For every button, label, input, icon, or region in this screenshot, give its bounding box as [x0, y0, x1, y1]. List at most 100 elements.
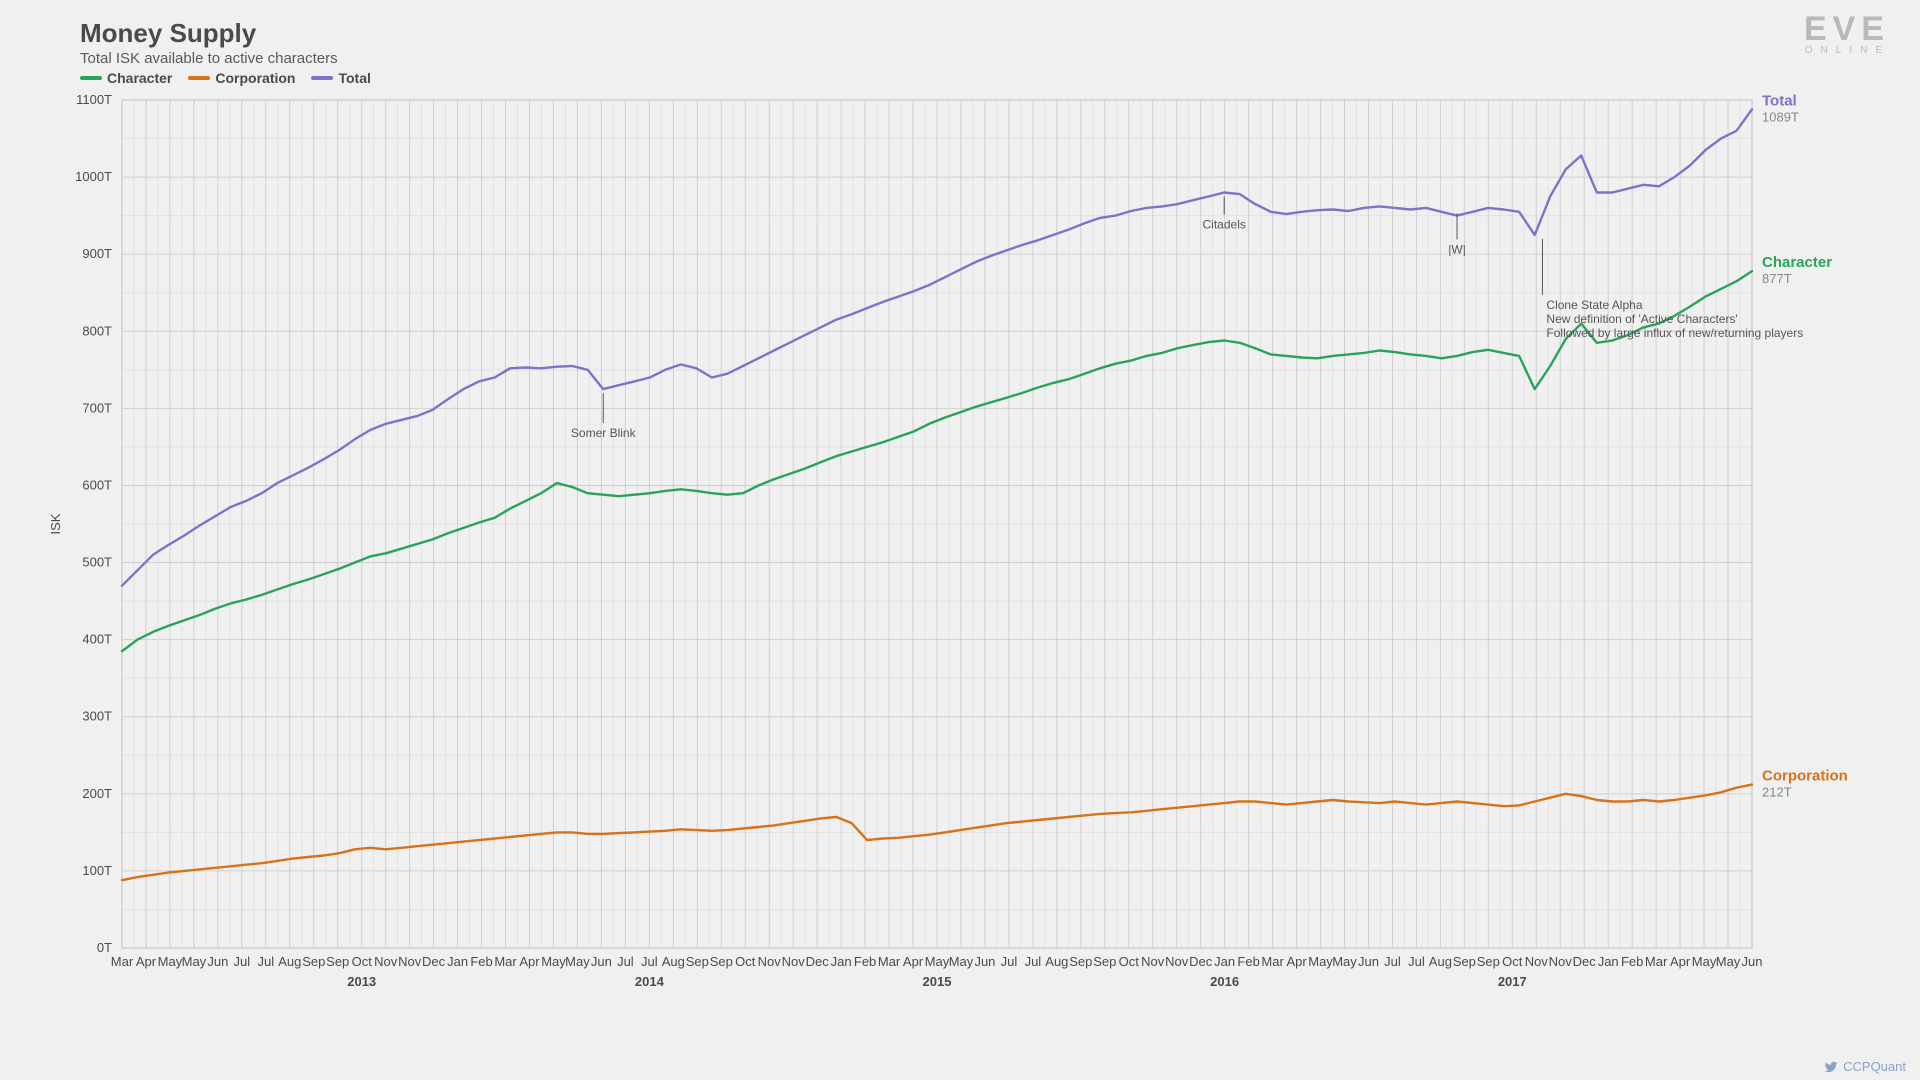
y-tick-label: 400T: [82, 632, 112, 647]
x-tick-label: Sep: [710, 954, 733, 969]
x-tick-label: May: [182, 954, 207, 969]
y-tick-label: 1000T: [75, 169, 112, 184]
x-tick-label: Nov: [1165, 954, 1189, 969]
x-tick-label: Nov: [374, 954, 398, 969]
x-tick-label: May: [925, 954, 950, 969]
x-tick-label: Jul: [1025, 954, 1042, 969]
end-label-corporation: Corporation: [1762, 768, 1848, 785]
annotation-text: Somer Blink: [571, 426, 637, 440]
end-value-total: 1089T: [1762, 109, 1799, 124]
end-label-character: Character: [1762, 254, 1832, 271]
x-tick-label: May: [158, 954, 183, 969]
x-tick-label: Jan: [831, 954, 852, 969]
x-year-label: 2013: [347, 974, 376, 989]
x-tick-label: Aug: [1429, 954, 1452, 969]
x-tick-label: Nov: [758, 954, 782, 969]
x-tick-label: Jul: [641, 954, 658, 969]
x-tick-label: Nov: [1141, 954, 1165, 969]
x-tick-label: Sep: [326, 954, 349, 969]
x-tick-label: May: [565, 954, 590, 969]
x-tick-label: Aug: [662, 954, 685, 969]
x-tick-label: May: [1692, 954, 1717, 969]
x-tick-label: Apr: [136, 954, 157, 969]
x-tick-label: Feb: [1237, 954, 1259, 969]
y-tick-label: 1100T: [76, 92, 112, 107]
x-tick-label: Dec: [422, 954, 446, 969]
x-tick-label: Jul: [1001, 954, 1018, 969]
x-tick-label: Feb: [1621, 954, 1643, 969]
x-tick-label: Jul: [1384, 954, 1401, 969]
x-tick-label: Sep: [1093, 954, 1116, 969]
y-tick-label: 900T: [82, 246, 112, 261]
x-tick-label: Sep: [686, 954, 709, 969]
x-tick-label: Nov: [1525, 954, 1549, 969]
x-tick-label: Jun: [591, 954, 612, 969]
y-tick-label: 200T: [82, 786, 112, 801]
x-tick-label: Mar: [1261, 954, 1284, 969]
x-tick-label: Jul: [617, 954, 634, 969]
x-year-label: 2017: [1498, 974, 1527, 989]
x-tick-label: Dec: [1189, 954, 1213, 969]
x-tick-label: Feb: [470, 954, 492, 969]
x-tick-label: Sep: [1069, 954, 1092, 969]
x-tick-label: Mar: [494, 954, 517, 969]
x-tick-label: Sep: [1453, 954, 1476, 969]
y-tick-label: 0T: [97, 940, 112, 955]
x-tick-label: Feb: [854, 954, 876, 969]
x-tick-label: Sep: [302, 954, 325, 969]
x-tick-label: Dec: [1573, 954, 1597, 969]
x-tick-label: Aug: [1045, 954, 1068, 969]
x-tick-label: Oct: [1119, 954, 1140, 969]
x-tick-label: Mar: [878, 954, 901, 969]
x-tick-label: Jun: [974, 954, 995, 969]
x-tick-label: Oct: [735, 954, 756, 969]
x-tick-label: Dec: [806, 954, 830, 969]
x-tick-label: Jan: [1598, 954, 1619, 969]
x-tick-label: Sep: [1477, 954, 1500, 969]
x-tick-label: Nov: [782, 954, 806, 969]
x-tick-label: Jul: [234, 954, 251, 969]
x-year-label: 2015: [923, 974, 952, 989]
annotation-text: |W|: [1448, 242, 1466, 256]
x-tick-label: Oct: [352, 954, 373, 969]
x-tick-label: Apr: [1670, 954, 1691, 969]
x-tick-label: Oct: [1502, 954, 1523, 969]
x-tick-label: May: [1308, 954, 1333, 969]
x-tick-label: May: [541, 954, 566, 969]
x-tick-label: May: [1716, 954, 1741, 969]
y-tick-label: 500T: [82, 555, 112, 570]
end-value-character: 877T: [1762, 271, 1792, 286]
annotation-text: Clone State Alpha: [1546, 298, 1642, 312]
y-tick-label: 700T: [82, 400, 112, 415]
x-tick-label: Jun: [1742, 954, 1763, 969]
annotation-text: Citadels: [1203, 218, 1246, 232]
x-tick-label: Nov: [1549, 954, 1573, 969]
x-tick-label: Apr: [1286, 954, 1307, 969]
x-tick-label: May: [949, 954, 974, 969]
x-tick-label: Jul: [258, 954, 275, 969]
x-year-label: 2016: [1210, 974, 1239, 989]
x-tick-label: Mar: [111, 954, 134, 969]
x-tick-label: Nov: [398, 954, 422, 969]
y-tick-label: 600T: [82, 477, 112, 492]
x-tick-label: Jan: [1214, 954, 1235, 969]
annotation-text: New definition of 'Active Characters': [1546, 312, 1737, 326]
x-tick-label: Jun: [1358, 954, 1379, 969]
x-tick-label: Aug: [278, 954, 301, 969]
x-tick-label: May: [1332, 954, 1357, 969]
x-tick-label: Apr: [519, 954, 540, 969]
end-label-total: Total: [1762, 92, 1797, 109]
y-axis-title: ISK: [48, 513, 63, 534]
y-tick-label: 300T: [82, 709, 112, 724]
x-tick-label: Apr: [903, 954, 924, 969]
x-tick-label: Jul: [1408, 954, 1425, 969]
end-value-corporation: 212T: [1762, 785, 1792, 800]
x-tick-label: Jan: [447, 954, 468, 969]
annotation-text: Followed by large influx of new/returnin…: [1546, 326, 1803, 340]
x-tick-label: Jun: [207, 954, 228, 969]
money-supply-chart: 0T 100T 200T 300T 400T 500T 600T 700T 800T 900T 10…: [0, 0, 1920, 1080]
x-tick-label: Mar: [1645, 954, 1668, 969]
x-year-label: 2014: [635, 974, 665, 989]
y-tick-label: 800T: [82, 323, 112, 338]
y-tick-label: 100T: [82, 863, 112, 878]
